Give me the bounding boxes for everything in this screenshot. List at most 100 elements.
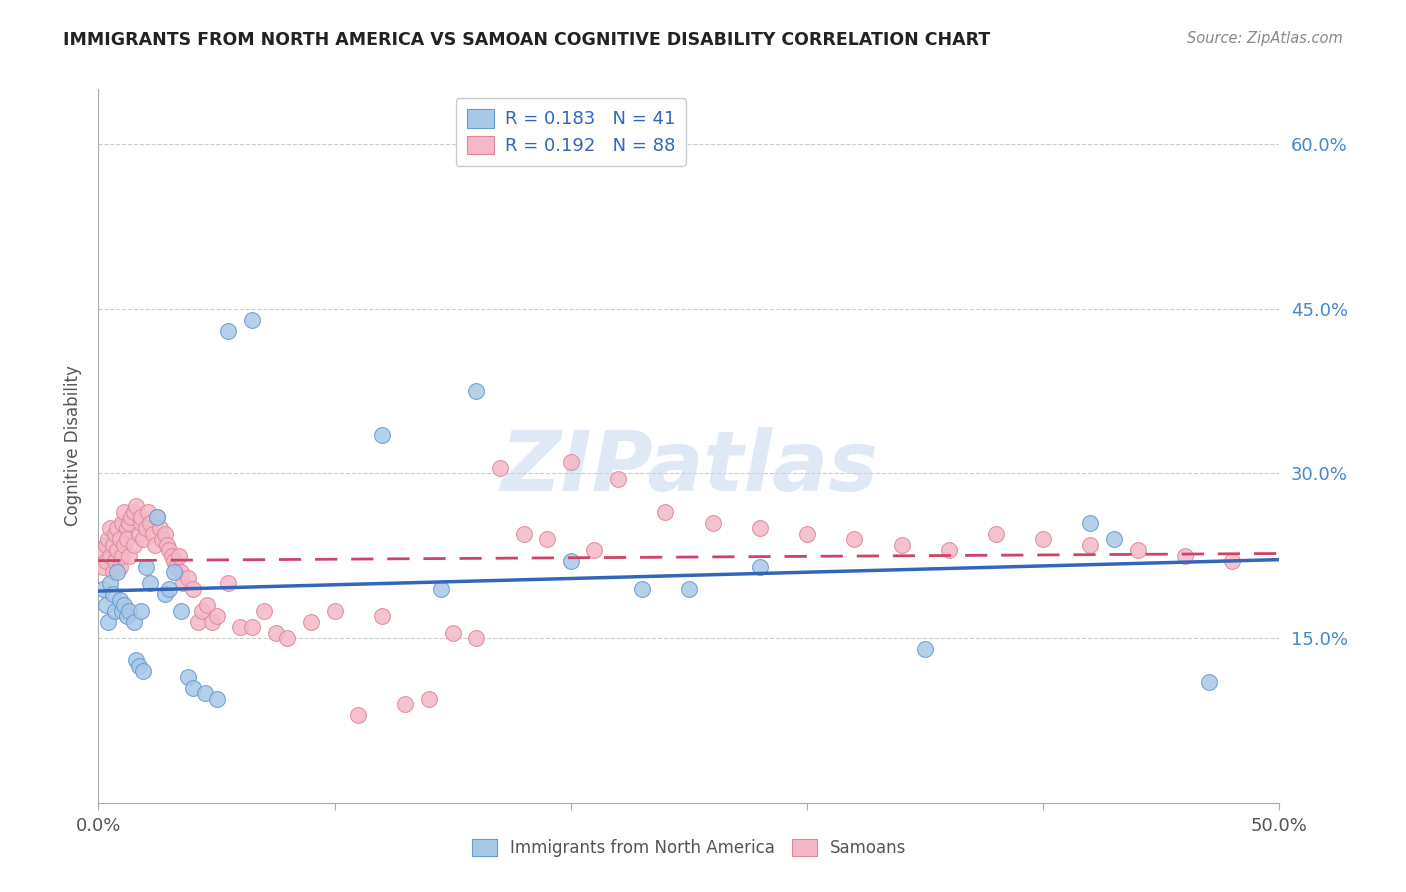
Point	[201, 615, 224, 629]
Point	[194, 686, 217, 700]
Point	[94, 554, 117, 568]
Point	[1080, 516, 1102, 530]
Point	[748, 521, 770, 535]
Point	[132, 533, 155, 547]
Point	[101, 587, 124, 601]
Point	[984, 526, 1007, 541]
Point	[441, 625, 464, 640]
Point	[430, 582, 453, 596]
Point	[108, 559, 131, 574]
Point	[129, 604, 152, 618]
Point	[129, 516, 152, 530]
Point	[217, 576, 239, 591]
Point	[101, 566, 124, 580]
Point	[111, 549, 134, 563]
Point	[115, 609, 138, 624]
Point	[371, 428, 394, 442]
Point	[748, 559, 770, 574]
Point	[146, 510, 169, 524]
Point	[104, 526, 127, 541]
Point	[94, 598, 117, 612]
Text: Source: ZipAtlas.com: Source: ZipAtlas.com	[1187, 31, 1343, 46]
Point	[108, 592, 131, 607]
Point	[195, 598, 218, 612]
Point	[118, 549, 141, 563]
Point	[205, 691, 228, 706]
Point	[132, 664, 155, 678]
Point	[1220, 554, 1243, 568]
Point	[118, 604, 141, 618]
Point	[583, 543, 606, 558]
Point	[135, 559, 157, 574]
Point	[163, 566, 186, 580]
Point	[143, 538, 166, 552]
Point	[101, 538, 124, 552]
Point	[111, 604, 134, 618]
Point	[844, 533, 866, 547]
Point	[914, 642, 936, 657]
Point	[512, 526, 534, 541]
Point	[118, 516, 141, 530]
Point	[181, 582, 204, 596]
Point	[489, 461, 512, 475]
Point	[121, 510, 143, 524]
Point	[122, 505, 145, 519]
Point	[128, 658, 150, 673]
Point	[112, 598, 135, 612]
Point	[229, 620, 252, 634]
Point	[163, 554, 186, 568]
Point	[149, 521, 172, 535]
Point	[139, 576, 162, 591]
Point	[678, 582, 700, 596]
Point	[125, 653, 148, 667]
Point	[465, 631, 488, 645]
Point	[97, 615, 120, 629]
Point	[153, 587, 176, 601]
Point	[347, 708, 370, 723]
Point	[156, 538, 179, 552]
Text: IMMIGRANTS FROM NORTH AMERICA VS SAMOAN COGNITIVE DISABILITY CORRELATION CHART: IMMIGRANTS FROM NORTH AMERICA VS SAMOAN …	[63, 31, 990, 49]
Point	[91, 582, 114, 596]
Point	[654, 505, 676, 519]
Point	[135, 521, 157, 535]
Point	[125, 500, 148, 514]
Point	[323, 604, 346, 618]
Point	[104, 604, 127, 618]
Point	[105, 566, 128, 580]
Point	[112, 538, 135, 552]
Point	[172, 576, 194, 591]
Point	[205, 609, 228, 624]
Point	[98, 549, 121, 563]
Point	[167, 549, 190, 563]
Point	[98, 521, 121, 535]
Point	[94, 538, 117, 552]
Point	[105, 521, 128, 535]
Point	[104, 554, 127, 568]
Legend: Immigrants from North America, Samoans: Immigrants from North America, Samoans	[464, 831, 914, 866]
Text: ZIPatlas: ZIPatlas	[501, 427, 877, 508]
Point	[394, 697, 416, 711]
Point	[128, 526, 150, 541]
Point	[371, 609, 394, 624]
Point	[796, 526, 818, 541]
Point	[187, 615, 209, 629]
Point	[129, 510, 152, 524]
Point	[1032, 533, 1054, 547]
Point	[418, 691, 440, 706]
Point	[115, 521, 138, 535]
Point	[890, 538, 912, 552]
Point	[108, 533, 131, 547]
Point	[157, 582, 180, 596]
Point	[630, 582, 652, 596]
Point	[702, 516, 724, 530]
Point	[938, 543, 960, 558]
Point	[264, 625, 287, 640]
Point	[90, 543, 112, 558]
Point	[560, 455, 582, 469]
Point	[146, 510, 169, 524]
Point	[122, 538, 145, 552]
Point	[240, 620, 263, 634]
Point	[97, 533, 120, 547]
Point	[177, 669, 200, 683]
Point	[253, 604, 276, 618]
